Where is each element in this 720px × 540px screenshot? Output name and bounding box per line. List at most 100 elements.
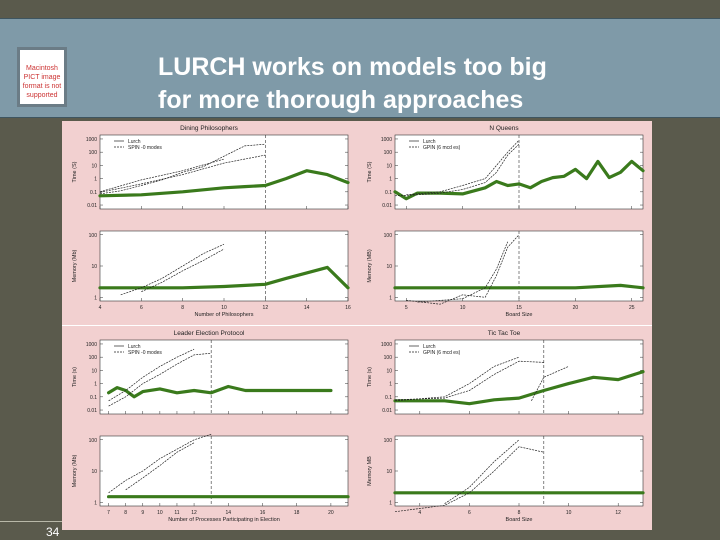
y-tick-label: 1 [94,177,97,183]
y-tick-label: 100 [89,355,98,361]
y-tick-label: 10 [91,163,97,169]
y-tick-label: 1 [94,500,97,506]
spin-series-line [125,442,195,491]
x-tick-label: 12 [615,510,621,516]
lurch-series-line [393,159,645,201]
y-tick-label: 0.1 [90,395,97,401]
y-axis-label: Memory (Mb) [72,454,78,487]
x-tick-label: 4 [99,305,102,311]
y-tick-label: 100 [384,355,393,361]
x-tick-label: 8 [124,510,127,516]
spin-series-line [444,439,520,504]
chart-svg: N Queens 1000 100 10 1 0.1 0.01 Time (S) LurchGP… [357,121,652,325]
y-tick-label: 100 [384,233,393,239]
chart-title: Tic Tac Toe [488,330,521,337]
y-tick-label: 0.1 [90,190,97,196]
spin-series-line [394,360,544,401]
spin-series-line [108,352,212,407]
y-tick-label: 0.1 [385,190,392,196]
legend-label-spin: SPIN -0 modes [128,145,162,151]
spin-series-line [406,139,520,196]
spin-series-line [120,243,225,296]
chart-leader-election: Leader Election Protocol 1000 100 10 1 0.1 0.0… [62,326,357,530]
lurch-series-line [98,169,350,198]
chart-svg: Leader Election Protocol 1000 100 10 1 0.1 0.0… [62,326,357,530]
subplot-bottom: 100 10 1 Memory (Mb) [72,230,350,302]
figure: Dining Philosophers 1000 100 10 1 0.1 0.01 Time… [62,121,652,530]
y-axis-label: Time (S) [72,161,78,182]
x-tick-label: 7 [107,510,110,516]
x-axis-label: Number of Philosophers [194,312,253,318]
chart-dining-philosophers: Dining Philosophers 1000 100 10 1 0.1 0.01 Time… [62,121,357,325]
chart-title: Dining Philosophers [180,125,239,132]
chart-svg: Tic Tac Toe 1000 100 10 1 0.1 0.01 Time (s) Lurc… [357,326,652,530]
y-tick-label: 0.01 [87,408,97,414]
x-tick-label: 10 [221,305,227,311]
y-tick-label: 1000 [381,137,392,143]
chart-n-queens: N Queens 1000 100 10 1 0.1 0.01 Time (S) Lurch GP… [357,121,652,325]
y-tick-label: 10 [386,368,392,374]
x-tick-label: 20 [328,510,334,516]
legend-label-spin: SPIN -0 modes [128,350,162,356]
subplot-bottom: 100 10 1 Memory MB [367,435,645,513]
y-tick-label: 10 [91,469,97,475]
spin-series-line [394,446,544,513]
y-tick-label: 10 [91,264,97,270]
y-axis-label: Time (s) [72,367,78,387]
legend-label-spin: GPIN (6 mcd es) [423,145,461,151]
chart-svg: Dining Philosophers 1000 100 10 1 0.1 0.01 Time… [62,121,357,325]
y-tick-label: 1000 [86,342,97,348]
spin-series-line [406,234,520,305]
x-tick-label: 25 [629,305,635,311]
y-tick-label: 100 [89,438,98,444]
x-tick-label: 15 [516,305,522,311]
x-tick-label: 18 [294,510,300,516]
x-tick-label: 11 [174,510,179,516]
x-tick-label: 14 [225,510,231,516]
legend-label-spin: GPIN (6 mcd es) [423,350,461,356]
x-tick-label: 20 [573,305,579,311]
page-number: 34 [46,525,60,539]
chart-title: Leader Election Protocol [174,330,245,337]
x-tick-label: 10 [566,510,572,516]
x-tick-label: 9 [141,510,144,516]
spin-series-line [99,154,266,193]
x-tick-label: 4 [418,510,421,516]
y-tick-label: 1 [94,295,97,301]
plot-area [99,230,349,302]
lurch-series-line [107,384,333,399]
x-tick-label: 12 [263,305,269,311]
legend-label-lurch: Lurch [423,139,436,145]
subplot-bottom: 100 10 1 Memory (MB) [367,230,645,305]
spin-series-line [108,348,195,402]
y-tick-label: 1 [389,177,392,183]
y-tick-label: 0.01 [87,203,97,209]
y-tick-label: 100 [384,150,393,156]
y-tick-label: 100 [384,438,393,444]
y-axis-label: Time (s) [367,367,373,387]
plot-area [99,339,349,415]
y-axis-label: Time (S) [367,161,373,182]
spin-series-line [417,241,509,303]
y-tick-label: 1000 [86,137,97,143]
y-tick-label: 10 [386,264,392,270]
x-axis-label: Board Size [506,517,533,523]
slide-title: LURCH works on models too big for more t… [158,53,547,114]
y-tick-label: 100 [89,150,98,156]
spin-series-line [394,356,520,402]
x-tick-label: 10 [460,305,466,311]
x-tick-label: 10 [157,510,163,516]
spin-series-line [99,158,225,193]
x-tick-label: 5 [405,305,408,311]
x-tick-label: 6 [468,510,471,516]
chart-title: N Queens [489,125,519,132]
x-tick-label: 16 [260,510,266,516]
x-tick-label: 14 [304,305,310,311]
footer-rule [0,521,62,522]
pict-placeholder-image: Macintosh PICT image format is not suppo… [17,47,67,107]
